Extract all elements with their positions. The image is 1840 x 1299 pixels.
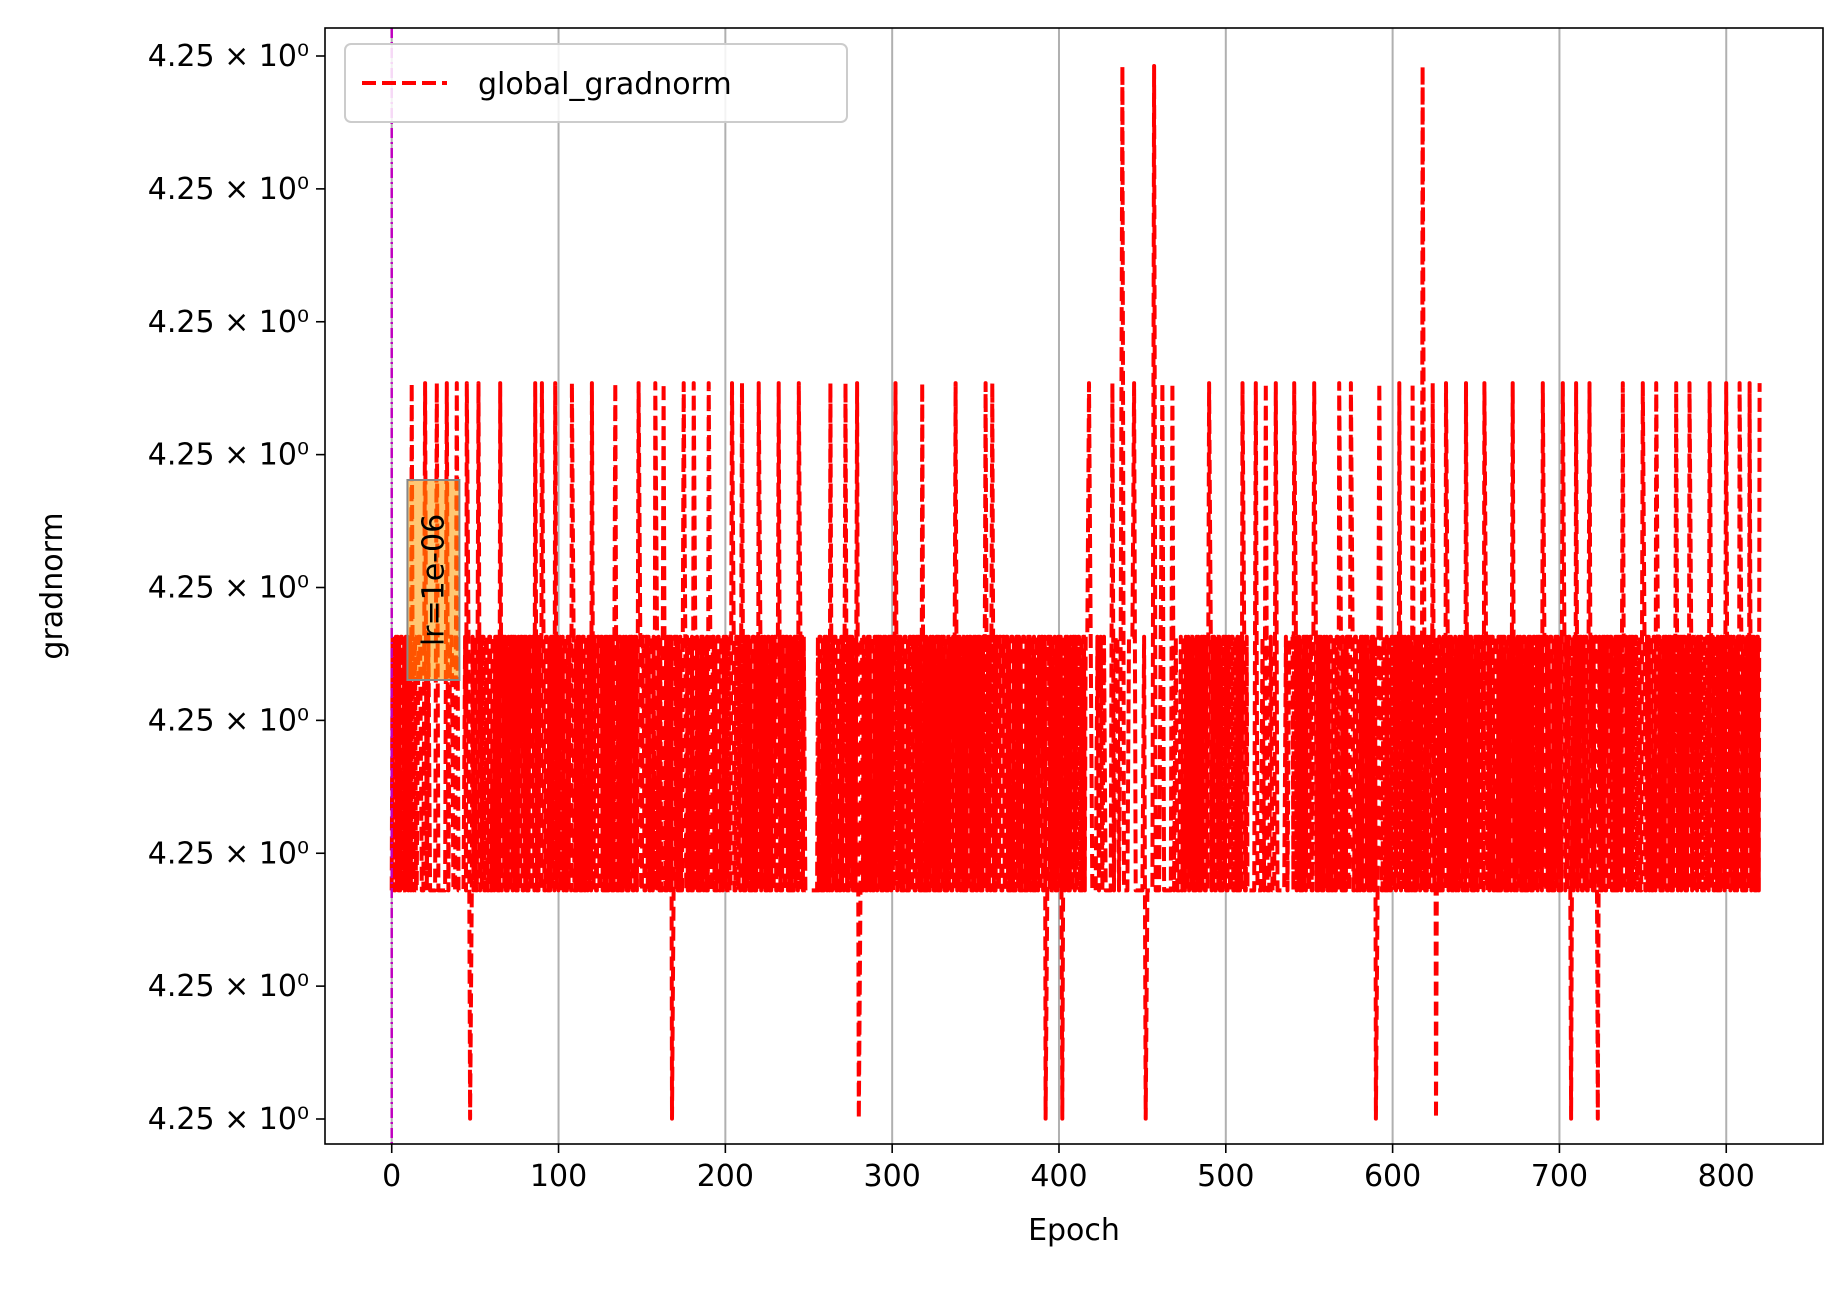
annotation-box [406, 479, 461, 681]
x-axis-label: Epoch [1028, 1213, 1120, 1248]
x-tick-label: 700 [1531, 1159, 1588, 1194]
plot-frame [324, 27, 1824, 1145]
y-tick-label: 4.25 × 10⁰ [148, 438, 309, 473]
legend-label: global_gradnorm [478, 67, 732, 102]
y-tick-label: 4.25 × 10⁰ [148, 703, 309, 738]
y-axis-label: gradnorm [35, 512, 70, 659]
y-tick-layer: 4.25 × 10⁰ 4.25 × 10⁰ 4.25 × 10⁰ 4.25 × 10⁰… [148, 39, 325, 1137]
x-tick-label: 200 [697, 1159, 754, 1194]
series-global-gradnorm [389, 64, 1762, 1121]
x-tick-layer: 0 100 200 300 400 500 600 700 800 [382, 1144, 1755, 1194]
plot-layer [389, 28, 1762, 1144]
legend-box [344, 43, 848, 123]
y-tick-label: 4.25 × 10⁰ [148, 1102, 309, 1137]
x-tick-label: 0 [382, 1159, 401, 1194]
y-tick-label: 4.25 × 10⁰ [148, 305, 309, 340]
annotation-lr-label: lr=1e-06 [416, 514, 451, 646]
annotation-layer: lr=1e-06 [406, 479, 461, 681]
x-tick-label: 600 [1364, 1159, 1421, 1194]
x-tick-label: 800 [1698, 1159, 1755, 1194]
y-tick-label: 4.25 × 10⁰ [148, 39, 309, 74]
x-tick-label: 500 [1197, 1159, 1254, 1194]
x-tick-label: 300 [864, 1159, 921, 1194]
y-tick-label: 4.25 × 10⁰ [148, 571, 309, 606]
x-tick-label: 400 [1030, 1159, 1087, 1194]
y-tick-label: 4.25 × 10⁰ [148, 969, 309, 1004]
x-tick-label: 100 [530, 1159, 587, 1194]
y-tick-label: 4.25 × 10⁰ [148, 836, 309, 871]
legend: global_gradnorm [344, 43, 848, 123]
y-tick-label: 4.25 × 10⁰ [148, 172, 309, 207]
